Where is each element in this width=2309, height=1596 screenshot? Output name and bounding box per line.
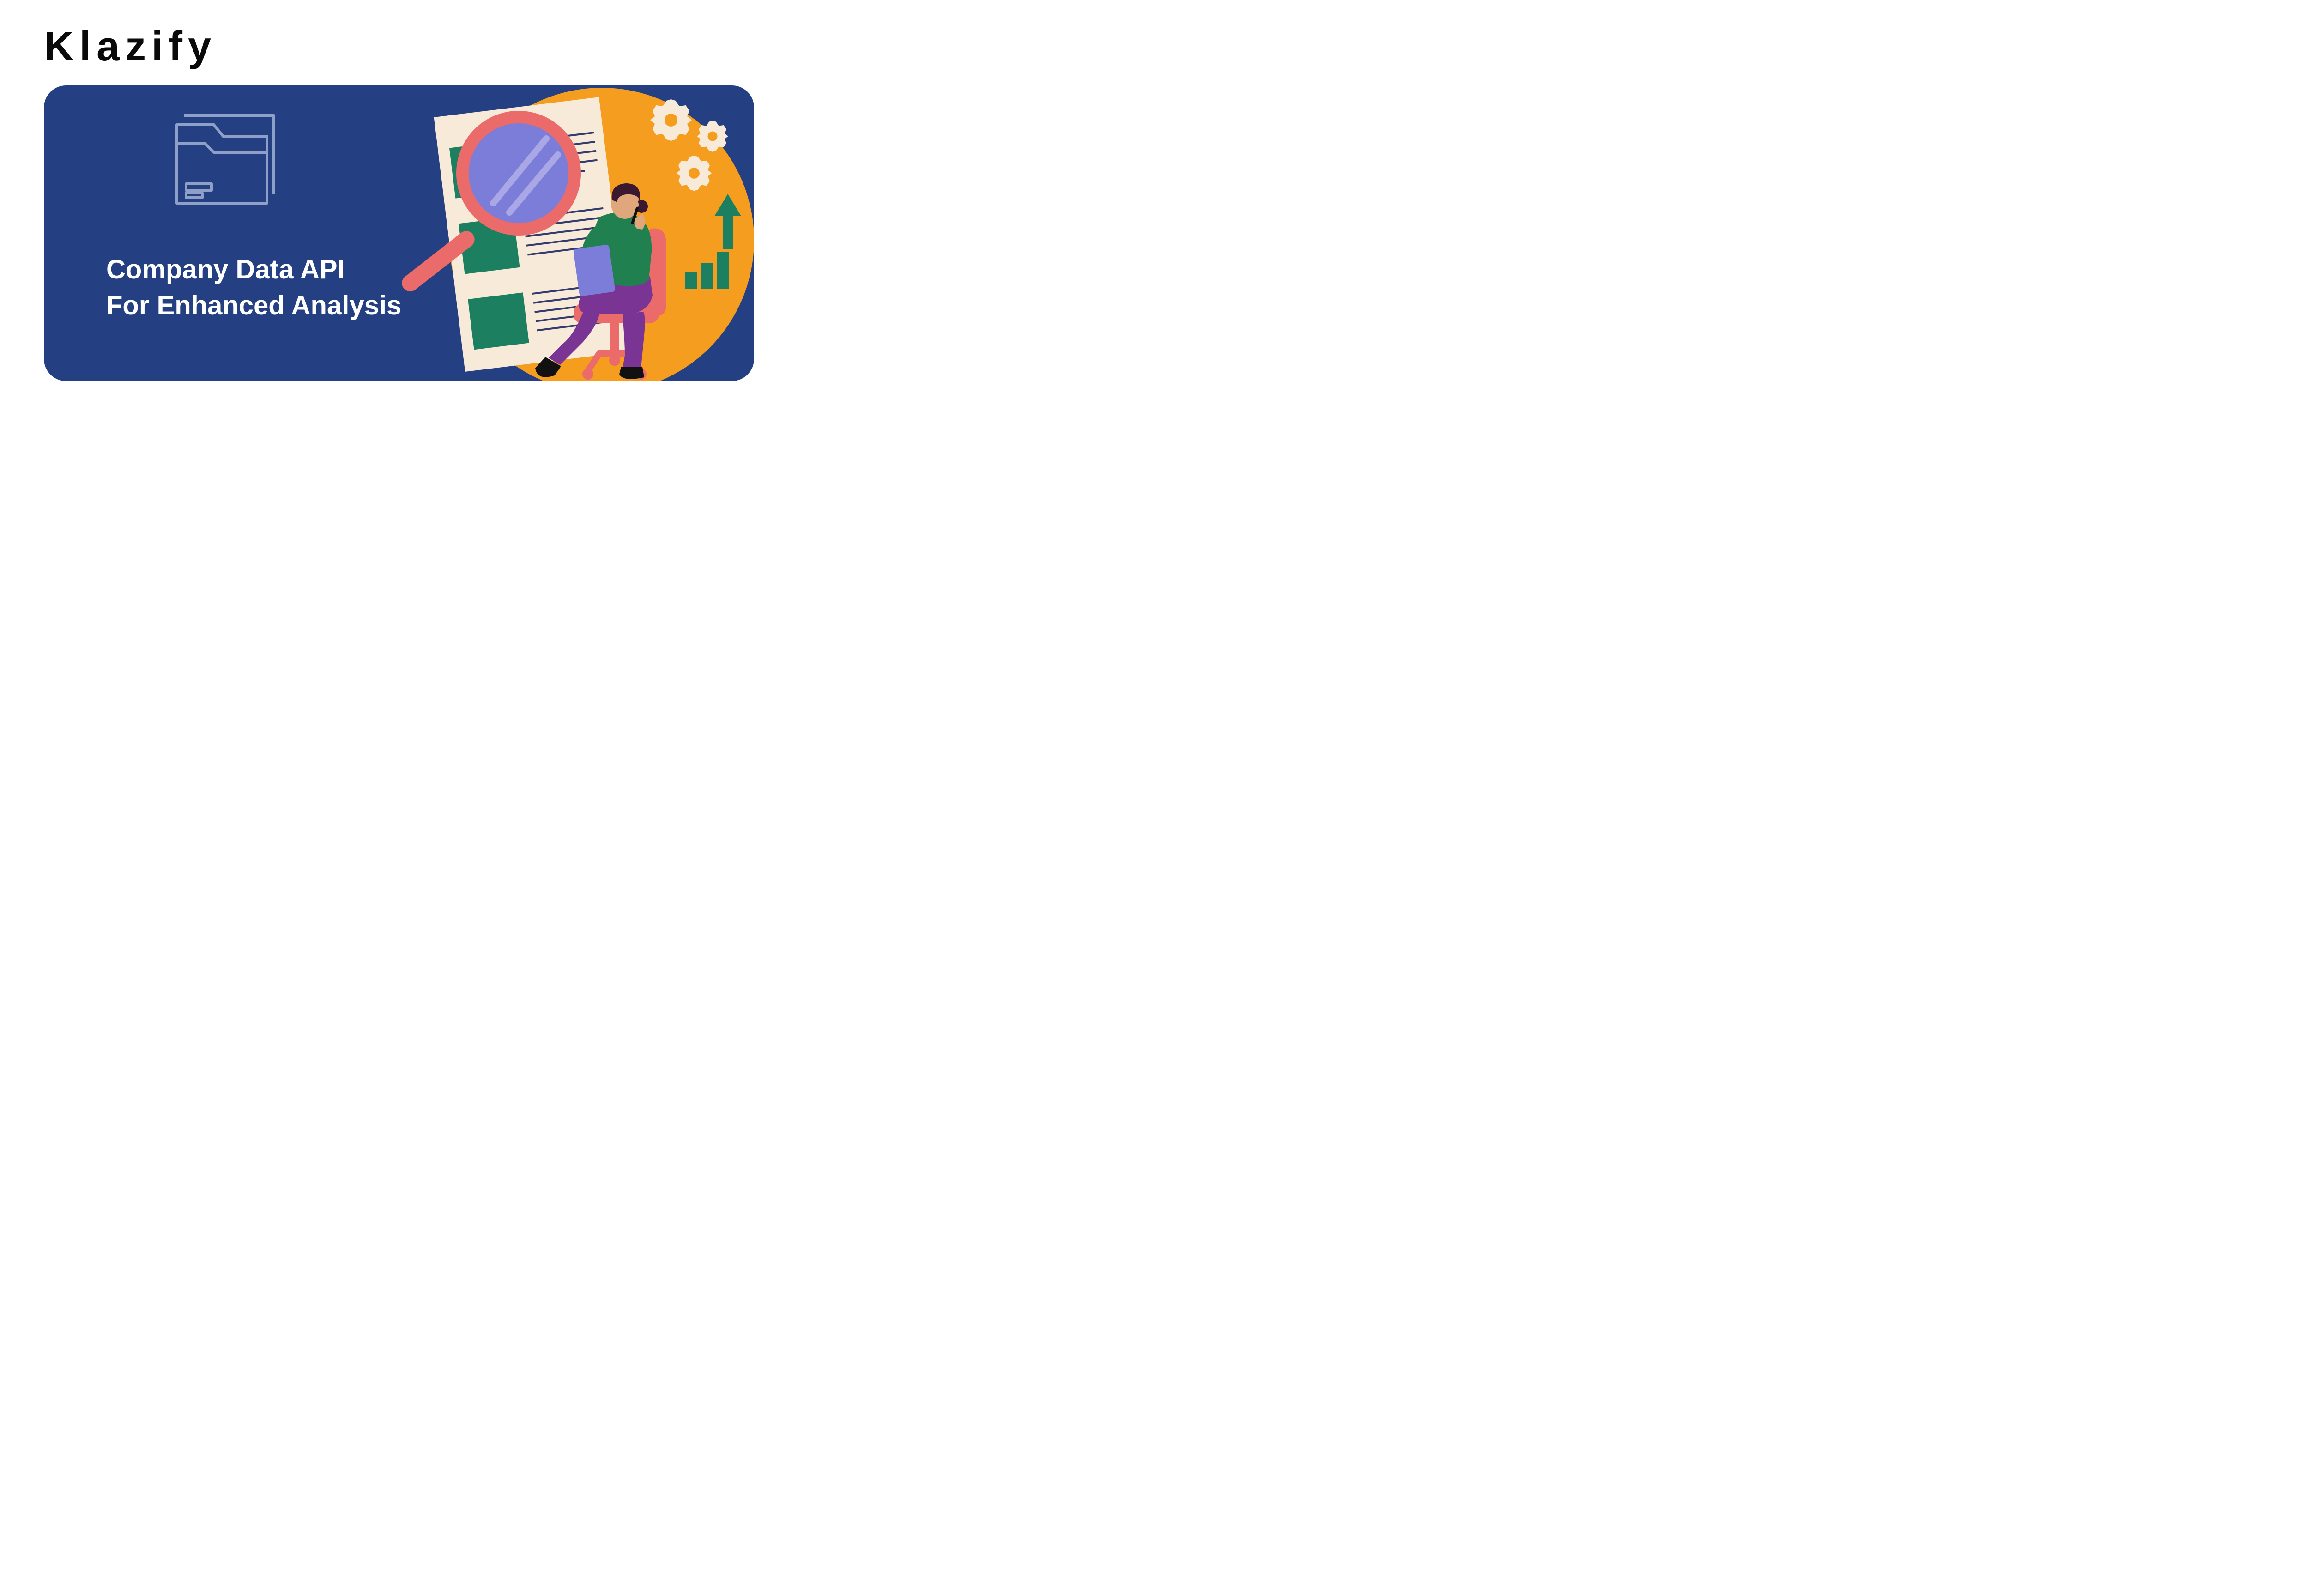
card-title: Company Data API For Enhanced Analysis [106, 252, 401, 324]
folder-icon [168, 111, 288, 217]
brand-logo: Klazify [44, 23, 217, 71]
hero-card: Company Data API For Enhanced Analysis [44, 85, 754, 381]
title-line-1: Company Data API [106, 254, 345, 284]
title-line-2: For Enhanced Analysis [106, 290, 401, 320]
analysis-illustration [389, 85, 754, 381]
